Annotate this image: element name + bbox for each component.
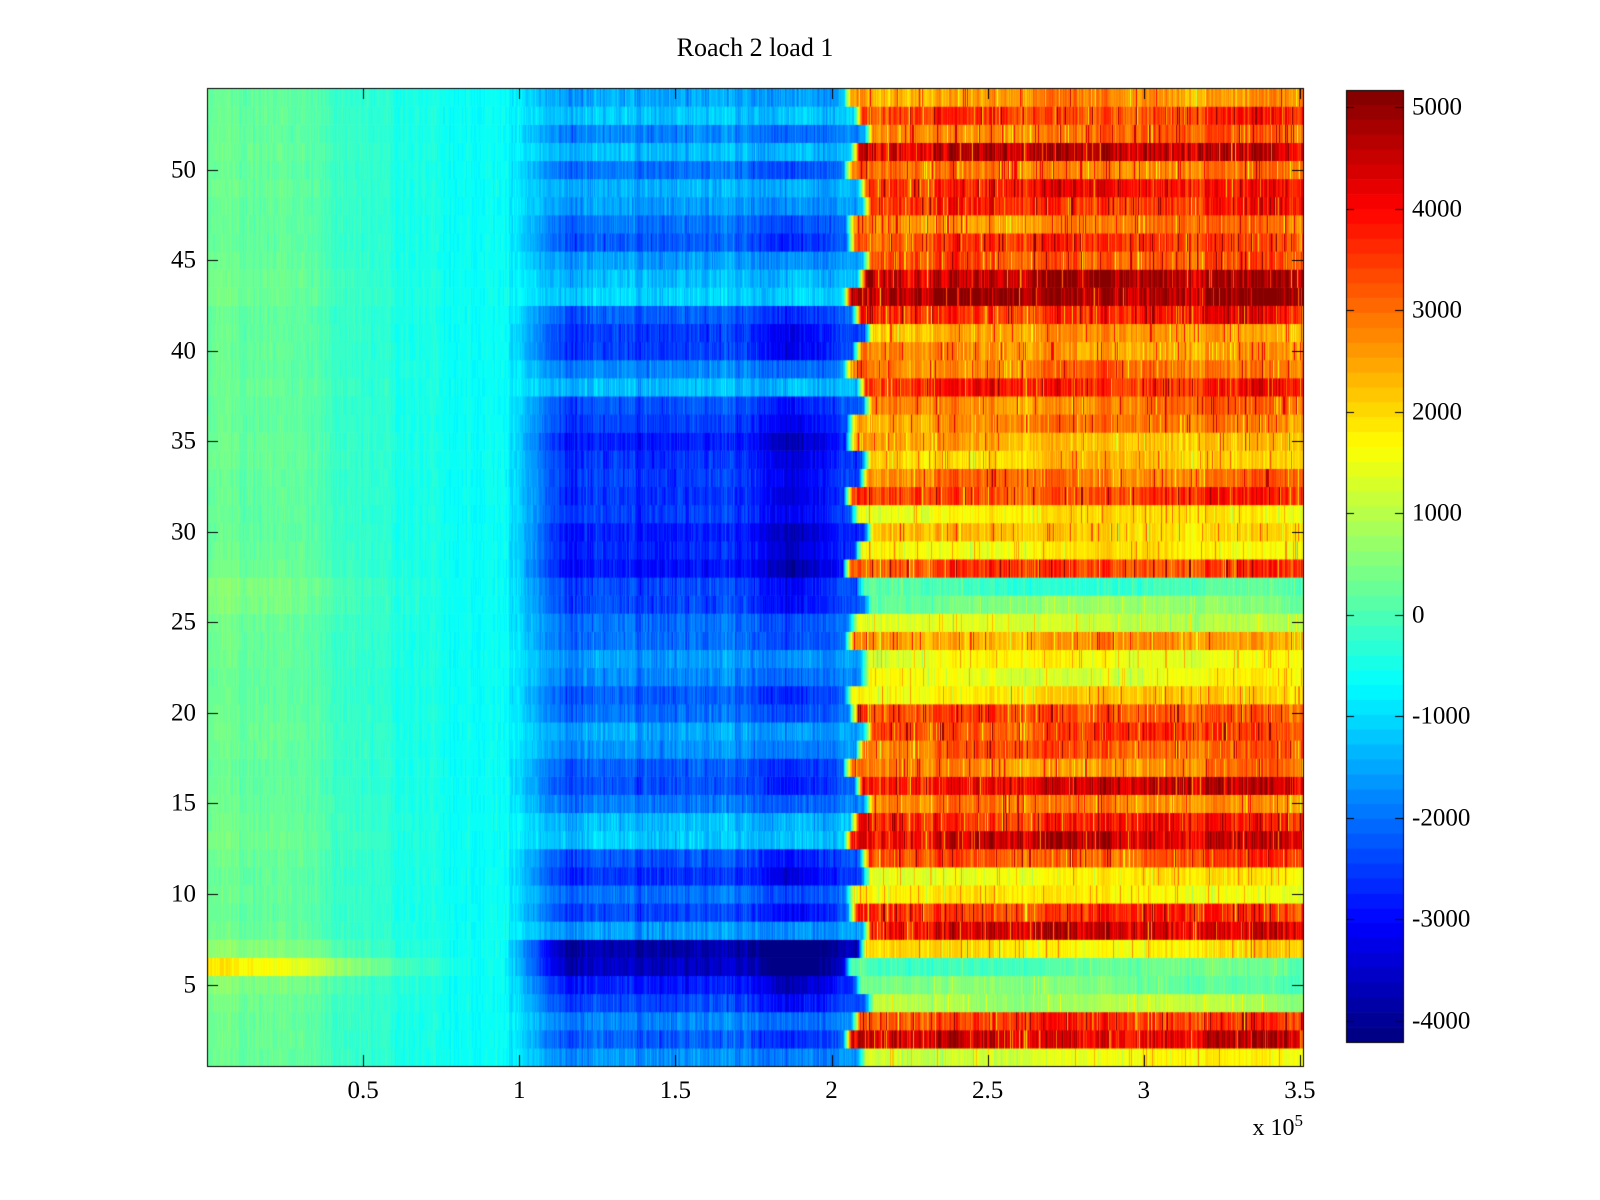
y-tick-label: 10: [171, 880, 196, 908]
y-tick-label: 15: [171, 789, 196, 817]
y-tick-label: 40: [171, 337, 196, 365]
colorbar-tick-label: 0: [1412, 601, 1425, 629]
y-tick-label: 50: [171, 156, 196, 183]
x-axis-scale-exponent: 5: [1294, 1111, 1304, 1130]
colorbar-tick-label: -4000: [1412, 1007, 1471, 1035]
colorbar-tick-label: 4000: [1412, 195, 1462, 223]
colorbar-tick-label: 1000: [1412, 499, 1462, 527]
y-tick-label: 20: [171, 699, 196, 727]
x-tick-label: 0.5: [347, 1077, 379, 1104]
y-tick-label: 30: [171, 518, 196, 546]
x-axis-scale-label: x 105: [1253, 1112, 1304, 1140]
y-tick-label: 25: [171, 608, 196, 636]
y-tick-label: 45: [171, 246, 196, 274]
y-tick-label: 35: [171, 427, 196, 455]
x-tick-label: 1.5: [659, 1077, 691, 1104]
colorbar-tick-label: 2000: [1412, 398, 1462, 426]
colorbar-tick-label: -2000: [1412, 804, 1471, 832]
x-tick-label: 2: [825, 1077, 838, 1104]
chart-title: Roach 2 load 1: [676, 33, 834, 62]
colorbar-tick-label: 5000: [1412, 93, 1462, 121]
colorbar-tick-label: -3000: [1412, 905, 1471, 933]
x-tick-label: 2.5: [972, 1077, 1004, 1104]
x-tick-label: 1: [513, 1077, 526, 1104]
x-axis-scale-prefix: x 10: [1252, 1115, 1295, 1141]
x-tick-label: 3.5: [1284, 1077, 1316, 1104]
y-tick-label: 5: [183, 971, 197, 998]
x-tick-label: 3: [1137, 1077, 1151, 1104]
colorbar-tick-label: -1000: [1412, 702, 1471, 730]
colorbar-tick-label: 3000: [1412, 296, 1462, 324]
